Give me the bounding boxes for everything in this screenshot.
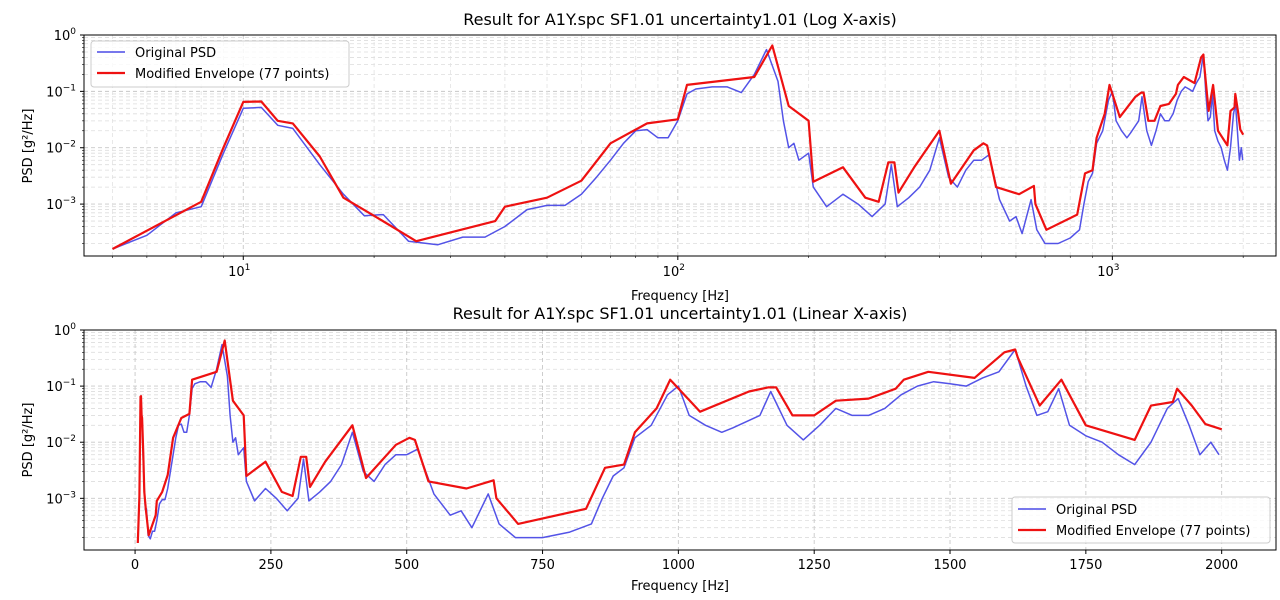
x-axis-label-log: Frequency [Hz]: [631, 289, 729, 304]
x-tick-label: 101: [228, 263, 250, 280]
legend-box: [1011, 496, 1271, 544]
x-tick-label: 1000: [662, 558, 695, 573]
x-tick-label: 2000: [1205, 558, 1238, 573]
legend-label-envelope: Modified Envelope (77 points): [1056, 524, 1250, 539]
x-tick-label: 500: [394, 558, 419, 573]
legend-log: Original PSD Modified Envelope (77 point…: [90, 40, 350, 88]
x-axis-label-linear: Frequency [Hz]: [631, 579, 729, 594]
y-tick-label: 10−2: [46, 140, 76, 157]
chart-title-log: Result for A1Y.spc SF1.01 uncertainty1.0…: [463, 10, 897, 29]
y-tick-label: 100: [54, 322, 77, 339]
grid-linear: [84, 329, 1276, 550]
x-tick-label: 0: [131, 558, 139, 573]
x-tick-label: 250: [258, 558, 283, 573]
y-tick-label: 10−2: [46, 434, 76, 451]
chart-title-linear: Result for A1Y.spc SF1.01 uncertainty1.0…: [453, 304, 908, 323]
legend-label-envelope: Modified Envelope (77 points): [135, 67, 329, 82]
legend-box: [90, 40, 350, 88]
x-tick-label: 1500: [933, 558, 966, 573]
plot-lines-log: [111, 44, 1245, 250]
log-x-chart-panel: Result for A1Y.spc SF1.01 uncertainty1.0…: [21, 10, 1277, 304]
x-tick-label: 1750: [1069, 558, 1102, 573]
y-tick-label: 10−1: [46, 378, 76, 395]
ticks-log: 101 102 103 10−3 10−2 10−1 100: [46, 27, 1244, 280]
series-line-modified-envelope: [136, 339, 1223, 544]
series-line-modified-envelope: [111, 44, 1245, 250]
plot-lines-linear: [136, 339, 1223, 544]
series-line-original-psd: [137, 343, 1220, 544]
legend-linear: Original PSD Modified Envelope (77 point…: [1011, 496, 1271, 544]
x-tick-label: 102: [663, 263, 685, 280]
y-axis-label-log: PSD [g²/Hz]: [21, 109, 36, 184]
plot-frame-log: [83, 34, 1277, 257]
y-tick-label: 10−3: [46, 196, 76, 213]
series-line-original-psd: [112, 48, 1244, 250]
linear-x-chart-panel: Result for A1Y.spc SF1.01 uncertainty1.0…: [21, 304, 1277, 594]
x-tick-label: 1250: [798, 558, 831, 573]
y-axis-label-linear: PSD [g²/Hz]: [21, 403, 36, 478]
x-tick-label: 103: [1097, 263, 1119, 280]
y-tick-label: 100: [54, 27, 77, 44]
x-tick-label: 750: [530, 558, 555, 573]
y-tick-label: 10−1: [46, 83, 76, 100]
plot-frame-linear: [83, 329, 1277, 551]
ticks-linear: 0 250 500 750 1000 1250 1500 1750 2000 10−3 10−2 10…: [46, 322, 1238, 573]
legend-label-original: Original PSD: [1056, 503, 1137, 518]
legend-label-original: Original PSD: [135, 46, 216, 61]
y-tick-label: 10−3: [46, 490, 76, 507]
